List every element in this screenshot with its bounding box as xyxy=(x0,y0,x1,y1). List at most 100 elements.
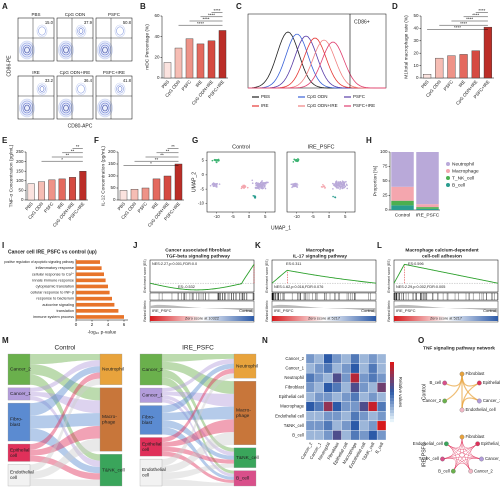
y-tick-label: 0 xyxy=(157,75,160,80)
row-label: Macrophage xyxy=(280,404,304,409)
umap-point xyxy=(343,183,345,186)
gate-percentage: 33.2 xyxy=(45,78,54,83)
es-frame xyxy=(393,259,499,293)
contour xyxy=(38,84,46,94)
sankey-node xyxy=(139,437,163,457)
node-label: Macro- xyxy=(236,408,251,414)
legend-swatch xyxy=(446,169,450,173)
node-label: cell xyxy=(142,473,149,479)
heatmap-cell xyxy=(341,392,351,402)
umap-point xyxy=(336,183,338,186)
umap-point xyxy=(337,187,339,189)
umap-point xyxy=(264,187,267,190)
sankey-node xyxy=(7,387,31,401)
y-tick-label: 30 xyxy=(413,38,419,43)
heatmap-cell xyxy=(376,420,387,431)
panel-letter: I xyxy=(2,241,4,250)
node-label: blast xyxy=(142,420,153,426)
umap-point xyxy=(212,182,214,185)
sankey-flow xyxy=(162,354,234,362)
x-tick-label: IRE xyxy=(195,79,204,88)
umap-point xyxy=(260,181,263,183)
sankey-flow xyxy=(162,432,234,473)
y-tick-label: 100 xyxy=(16,178,24,183)
contour xyxy=(114,82,126,96)
umap-point xyxy=(261,185,264,187)
heatmap-cell xyxy=(350,372,360,383)
umap-point xyxy=(332,195,334,198)
network-node xyxy=(476,398,482,404)
umap-point xyxy=(322,183,324,186)
bar xyxy=(185,38,194,79)
gate-percentage: 41.8 xyxy=(123,78,132,83)
bar xyxy=(79,170,87,201)
bar xyxy=(422,74,432,79)
umap-point xyxy=(296,186,298,188)
contour xyxy=(102,46,108,54)
heatmap-cell xyxy=(376,401,387,412)
sankey-flow xyxy=(162,395,234,456)
contour xyxy=(97,98,113,118)
es-frame xyxy=(271,259,377,293)
colorbar-step xyxy=(390,374,394,378)
gsea-es: ES:0.311 xyxy=(286,262,301,266)
umap-point xyxy=(291,186,293,189)
x-tick-label: IRE xyxy=(458,79,467,88)
condition-label: CpG ODN+IRE xyxy=(60,70,91,75)
contour xyxy=(114,24,126,38)
y-tick-label: 0 xyxy=(202,172,205,177)
condition-label: CpG ODN xyxy=(65,12,86,17)
group-label: IRE_PSFC xyxy=(152,308,172,313)
heatmap-cell xyxy=(359,392,369,402)
y-tick-label: 150 xyxy=(16,168,24,173)
network-node xyxy=(442,380,448,386)
gsea-title: cell-cell adhesion xyxy=(422,253,462,259)
category-label: cellular response to INF-β xyxy=(30,291,74,295)
zero-score: Zero score at 5217 xyxy=(308,317,340,321)
category-label: autocrine signaling xyxy=(42,303,74,307)
network-node-label: Cancer_1 xyxy=(485,456,500,461)
umap-point xyxy=(242,184,244,187)
heatmap-cell xyxy=(314,411,324,422)
network-node xyxy=(475,441,480,447)
bar-segment xyxy=(416,204,439,208)
node-label: Cancer_1 xyxy=(142,393,163,399)
umap-point xyxy=(293,184,295,187)
x-tick-label: PBS xyxy=(420,79,430,89)
heatmap-cell xyxy=(314,430,324,441)
x-tick-label: IRE xyxy=(56,201,65,210)
contour xyxy=(22,44,32,56)
sankey-node xyxy=(7,353,31,385)
heatmap-cell xyxy=(323,401,333,412)
legend-label: PBS xyxy=(261,94,270,99)
y-axis-title: CD86-PE xyxy=(6,55,12,77)
sankey-flow xyxy=(162,368,234,443)
group-label: Control xyxy=(239,308,252,313)
heatmap-cell xyxy=(341,411,351,422)
sankey-flow xyxy=(30,354,100,365)
node-label: B_cell xyxy=(236,476,249,482)
sankey-node xyxy=(139,387,163,403)
node-label: phage xyxy=(102,420,116,426)
contour xyxy=(77,84,85,94)
heatmap-cell xyxy=(359,430,369,441)
heatmap-cell xyxy=(341,420,351,431)
umap-point xyxy=(339,180,342,183)
contour xyxy=(19,40,35,60)
es-curve xyxy=(149,264,255,291)
heatmap-cell xyxy=(305,392,316,402)
gsea-title: Cancer associated fibroblast xyxy=(165,247,231,253)
contour xyxy=(75,24,87,38)
heatmap-cell xyxy=(350,401,360,412)
histogram-curve xyxy=(248,41,386,89)
umap-point xyxy=(346,187,348,190)
heatmap-cell xyxy=(350,353,360,364)
bar xyxy=(163,62,172,79)
umap-point xyxy=(296,160,299,162)
y-tick-label: 50 xyxy=(110,185,116,190)
heatmap-cell xyxy=(332,411,342,422)
panel-letter: F xyxy=(94,136,99,145)
colorbar-step xyxy=(390,377,394,381)
network-edge xyxy=(442,443,454,460)
sankey-flow xyxy=(162,373,234,466)
